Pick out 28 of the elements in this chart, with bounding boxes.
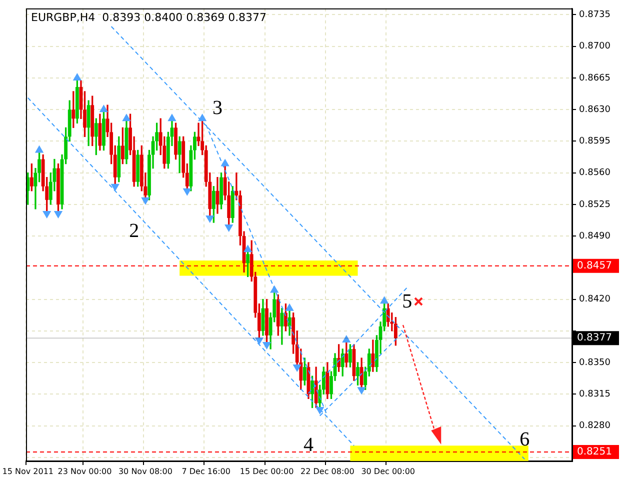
y-tick-label: 0.8420 xyxy=(579,294,611,305)
y-tick-label: 0.8630 xyxy=(579,104,611,115)
x-tick-label: 7 Dec 16:00 xyxy=(182,466,230,476)
y-tick-label: 0.8525 xyxy=(579,200,610,210)
x-tick-label: 30 Dec 00:00 xyxy=(361,466,416,476)
y-tick-label: 0.8490 xyxy=(579,231,611,242)
x-tick-label: 15 Dec 00:00 xyxy=(240,466,294,476)
annotation: 3 xyxy=(212,96,222,119)
annotation: 6 xyxy=(520,428,530,450)
annotation: 5 xyxy=(402,290,412,312)
y-tick-label: 0.8315 xyxy=(579,389,610,400)
y-tick-label: 0.8560 xyxy=(579,168,611,178)
ref-line-label: 0.8251 xyxy=(577,446,612,458)
x-tick-label: 22 Dec 08:00 xyxy=(300,466,354,476)
ref-line-label: 0.8457 xyxy=(577,260,612,272)
chart-title: EURGBP,H4 0.8393 0.8400 0.8369 0.8377 xyxy=(31,10,267,24)
y-tick-label: 0.8280 xyxy=(579,421,611,432)
x-tick-label: 15 Nov 2011 xyxy=(2,466,54,476)
y-tick-label: 0.8350 xyxy=(579,358,611,368)
ref-line-label: 0.8377 xyxy=(577,332,612,344)
x-tick-label: 30 Nov 08:00 xyxy=(118,466,172,476)
y-tick-label: 0.8735 xyxy=(579,10,610,20)
y-tick-label: 0.8665 xyxy=(579,73,610,84)
annotation: 4 xyxy=(303,434,314,456)
y-tick-label: 0.8595 xyxy=(579,136,610,147)
y-tick-label: 0.8700 xyxy=(579,42,611,52)
x-tick-label: 23 Nov 00:00 xyxy=(58,466,112,476)
annotation: 2 xyxy=(129,220,140,242)
